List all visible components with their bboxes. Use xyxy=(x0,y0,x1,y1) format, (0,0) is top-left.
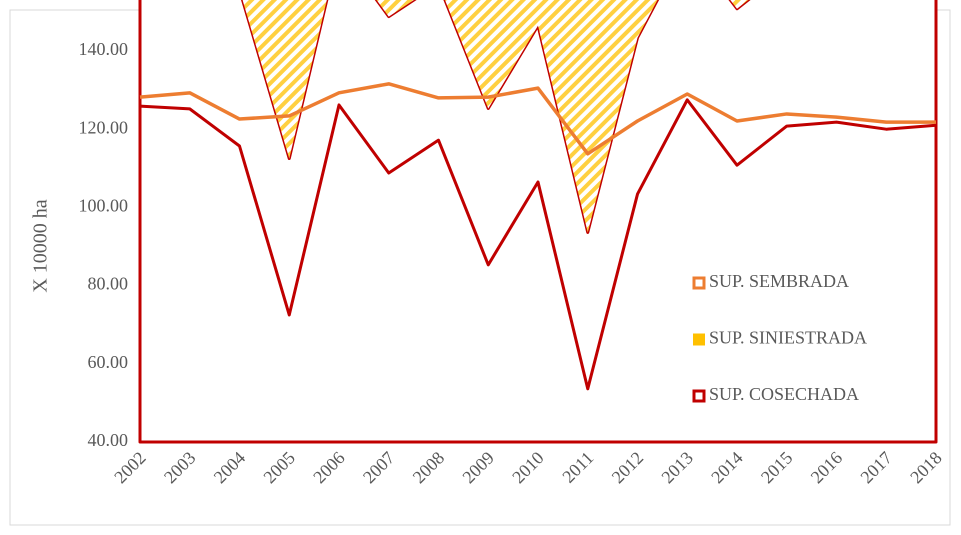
legend-label: SUP. SEMBRADA xyxy=(709,271,849,291)
legend-swatch xyxy=(692,389,706,403)
y-axis-label: X 10000 ha xyxy=(30,199,52,292)
x-tick-label: 2003 xyxy=(160,448,200,488)
x-tick-label: 2002 xyxy=(110,448,150,488)
x-tick-label: 2015 xyxy=(757,448,797,488)
x-tick-label: 2005 xyxy=(259,448,299,488)
legend-label: SUP. SINIESTRADA xyxy=(709,328,867,348)
x-tick-label: 2009 xyxy=(458,448,498,488)
y-tick-label: 100.00 xyxy=(79,196,129,216)
area-edge xyxy=(139,98,937,391)
y-tick-label: 140.00 xyxy=(79,39,129,59)
area xyxy=(242,0,749,233)
x-tick-label: 2011 xyxy=(558,448,597,487)
x-tick-label: 2004 xyxy=(210,448,250,488)
y-tick-label: 80.00 xyxy=(88,274,129,294)
x-tick-label: 2006 xyxy=(309,448,349,488)
x-tick-label: 2013 xyxy=(657,448,697,488)
y-tick-label: 120.00 xyxy=(79,117,129,137)
legend-swatch xyxy=(693,333,705,346)
x-tick-label: 2017 xyxy=(856,448,896,488)
x-tick-label: 2008 xyxy=(409,448,449,488)
x-tick-label: 2007 xyxy=(359,448,399,488)
x-tick-label: 2016 xyxy=(807,448,847,488)
x-tick-label: 2018 xyxy=(906,448,946,488)
x-tick-label: 2010 xyxy=(508,448,548,488)
legend-label: SUP. COSECHADA xyxy=(709,384,859,404)
y-tick-label: 60.00 xyxy=(88,352,129,372)
line xyxy=(139,82,936,156)
legend-swatch xyxy=(692,276,706,290)
y-tick-label: 40.00 xyxy=(88,430,129,450)
area xyxy=(138,0,938,444)
x-tick-label: 2012 xyxy=(608,448,648,488)
x-tick-label: 2014 xyxy=(707,448,747,488)
